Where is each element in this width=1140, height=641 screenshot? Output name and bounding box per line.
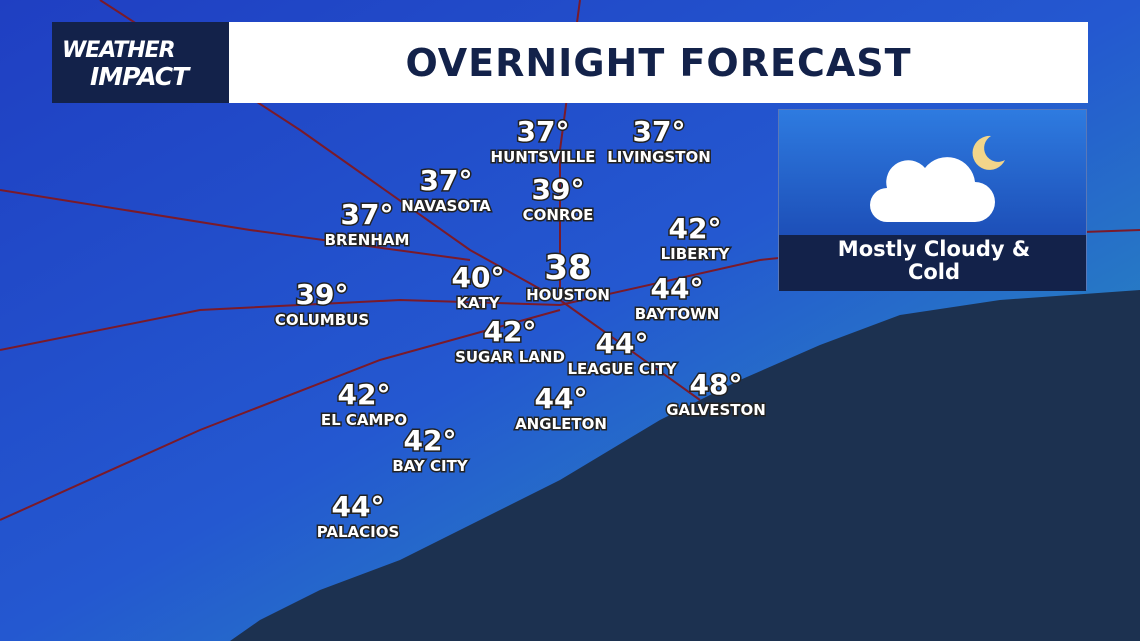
- city-temp: 42°: [669, 212, 722, 245]
- city-name: BAY CITY: [392, 457, 469, 475]
- city-name: NAVASOTA: [401, 197, 491, 215]
- cloud-moon-icon: [870, 135, 1005, 222]
- city-name: CONROE: [523, 206, 594, 224]
- city-name: SUGAR LAND: [455, 348, 565, 366]
- title: OVERNIGHT FORECAST: [229, 22, 1088, 103]
- city-temp: 44°: [596, 327, 649, 360]
- logo: WEATHER IMPACT: [52, 22, 229, 103]
- city-temp: 42°: [338, 378, 391, 411]
- gulf: [230, 290, 1140, 641]
- city-name: GALVESTON: [666, 401, 766, 419]
- city-temp: 37°: [633, 115, 686, 148]
- city-temp: 48°: [690, 368, 743, 401]
- city-temp: 37°: [341, 198, 394, 231]
- city-name: BRENHAM: [325, 231, 410, 249]
- city-name: LIVINGSTON: [607, 148, 711, 166]
- condition-text: Mostly Cloudy & Cold: [837, 237, 1031, 284]
- city-temp: 38: [544, 248, 591, 288]
- city-temp: 44°: [535, 382, 588, 415]
- city-name: LEAGUE CITY: [567, 360, 677, 378]
- icon-area: [779, 110, 1086, 235]
- city-temp: 42°: [484, 315, 537, 348]
- city-temp: 37°: [517, 115, 570, 148]
- city-temp: 40°: [452, 261, 505, 294]
- city-name: HOUSTON: [526, 286, 610, 304]
- text-area: [779, 235, 1086, 291]
- city-name: LIBERTY: [661, 245, 731, 263]
- city-name: KATY: [456, 294, 500, 312]
- city-name: EL CAMPO: [321, 411, 407, 429]
- city-temp: 42°: [404, 424, 457, 457]
- city-name: ANGLETON: [515, 415, 607, 433]
- city-name: PALACIOS: [317, 523, 400, 541]
- city-temp: 39°: [532, 173, 585, 206]
- condition-panel: Mostly Cloudy & Cold: [778, 109, 1087, 291]
- city-temp: 39°: [296, 278, 349, 311]
- city-temp: 37°: [420, 164, 473, 197]
- city-name: HUNTSVILLE: [491, 148, 596, 166]
- city-name: BAYTOWN: [635, 305, 720, 323]
- logo-line: WEATHER: [62, 38, 176, 63]
- logo-line: IMPACT: [90, 62, 189, 91]
- city-name: COLUMBUS: [275, 311, 369, 329]
- city-temp: 44°: [651, 272, 704, 305]
- city-temp: 44°: [332, 490, 385, 523]
